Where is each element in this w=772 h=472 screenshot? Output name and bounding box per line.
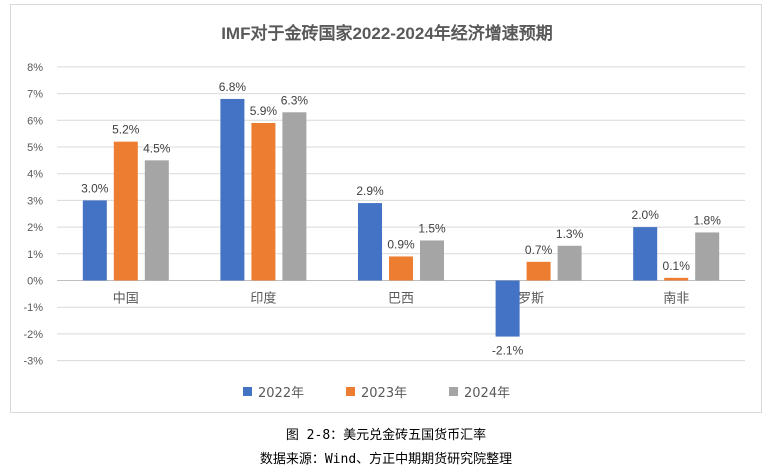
y-tick-label: 4% <box>27 169 43 181</box>
y-tick-label: 3% <box>27 195 43 207</box>
figure-caption: 图 2-8：美元兑金砖五国货币汇率 <box>285 428 487 443</box>
legend-label: 2023年 <box>361 386 407 401</box>
data-label: 5.2% <box>112 123 140 137</box>
legend-label: 2022年 <box>258 386 304 401</box>
source-caption: 数据来源：Wind、方正中期期货研究院整理 <box>259 452 513 467</box>
data-label: 6.3% <box>281 93 309 107</box>
data-label: 3.0% <box>81 181 109 195</box>
chart-area: IMF对于金砖国家2022-2024年经济增速预期 8% 7% 6% 5% 4% 3% 2%… <box>10 4 762 413</box>
legend-swatch <box>449 387 458 396</box>
data-label: 0.9% <box>387 237 415 251</box>
bar <box>220 98 245 281</box>
data-label: 4.5% <box>143 141 171 155</box>
bar <box>113 141 138 281</box>
bar <box>282 112 307 281</box>
bar <box>664 277 689 281</box>
data-label: 0.7% <box>525 243 553 257</box>
legend-swatch <box>346 387 355 396</box>
y-tick-label: -2% <box>23 329 43 341</box>
chart-title: IMF对于金砖国家2022-2024年经济增速预期 <box>221 23 553 43</box>
bar-chart: IMF对于金砖国家2022-2024年经济增速预期 8% 7% 6% 5% 4% 3% 2%… <box>23 23 745 401</box>
bar <box>526 261 551 281</box>
bar <box>82 200 107 281</box>
category-label: 中国 <box>113 292 139 307</box>
data-label: 1.5% <box>418 221 446 235</box>
bar <box>420 240 444 281</box>
data-label: 6.8% <box>219 80 247 94</box>
y-tick-label: 2% <box>27 222 43 234</box>
y-tick-label: 6% <box>27 115 43 127</box>
bar <box>389 256 413 281</box>
legend-label: 2024年 <box>464 386 510 401</box>
data-label: -2.1% <box>492 344 524 358</box>
y-tick-label: 0% <box>27 276 43 288</box>
data-label: 2.0% <box>632 208 660 222</box>
category-label: 巴西 <box>388 292 414 307</box>
bar <box>358 203 382 281</box>
bar <box>144 160 169 281</box>
legend-swatch <box>243 387 252 396</box>
category-label: 印度 <box>250 291 276 307</box>
data-label: 0.1% <box>663 259 691 273</box>
bar <box>695 232 720 281</box>
y-tick-label: -3% <box>23 356 43 368</box>
data-label: 1.3% <box>556 227 584 241</box>
bar <box>495 280 520 337</box>
y-tick-label: 5% <box>27 142 43 154</box>
data-label: 5.9% <box>250 104 278 118</box>
category-label: 南非 <box>663 291 689 307</box>
y-tick-label: 8% <box>27 62 43 74</box>
y-tick-label: 7% <box>27 89 43 101</box>
bar <box>633 227 658 281</box>
y-tick-label: -1% <box>23 302 43 314</box>
data-label: 1.8% <box>694 213 722 227</box>
data-label: 2.9% <box>356 184 384 198</box>
bar <box>557 245 582 281</box>
bar <box>251 122 276 281</box>
y-tick-label: 1% <box>27 249 43 261</box>
